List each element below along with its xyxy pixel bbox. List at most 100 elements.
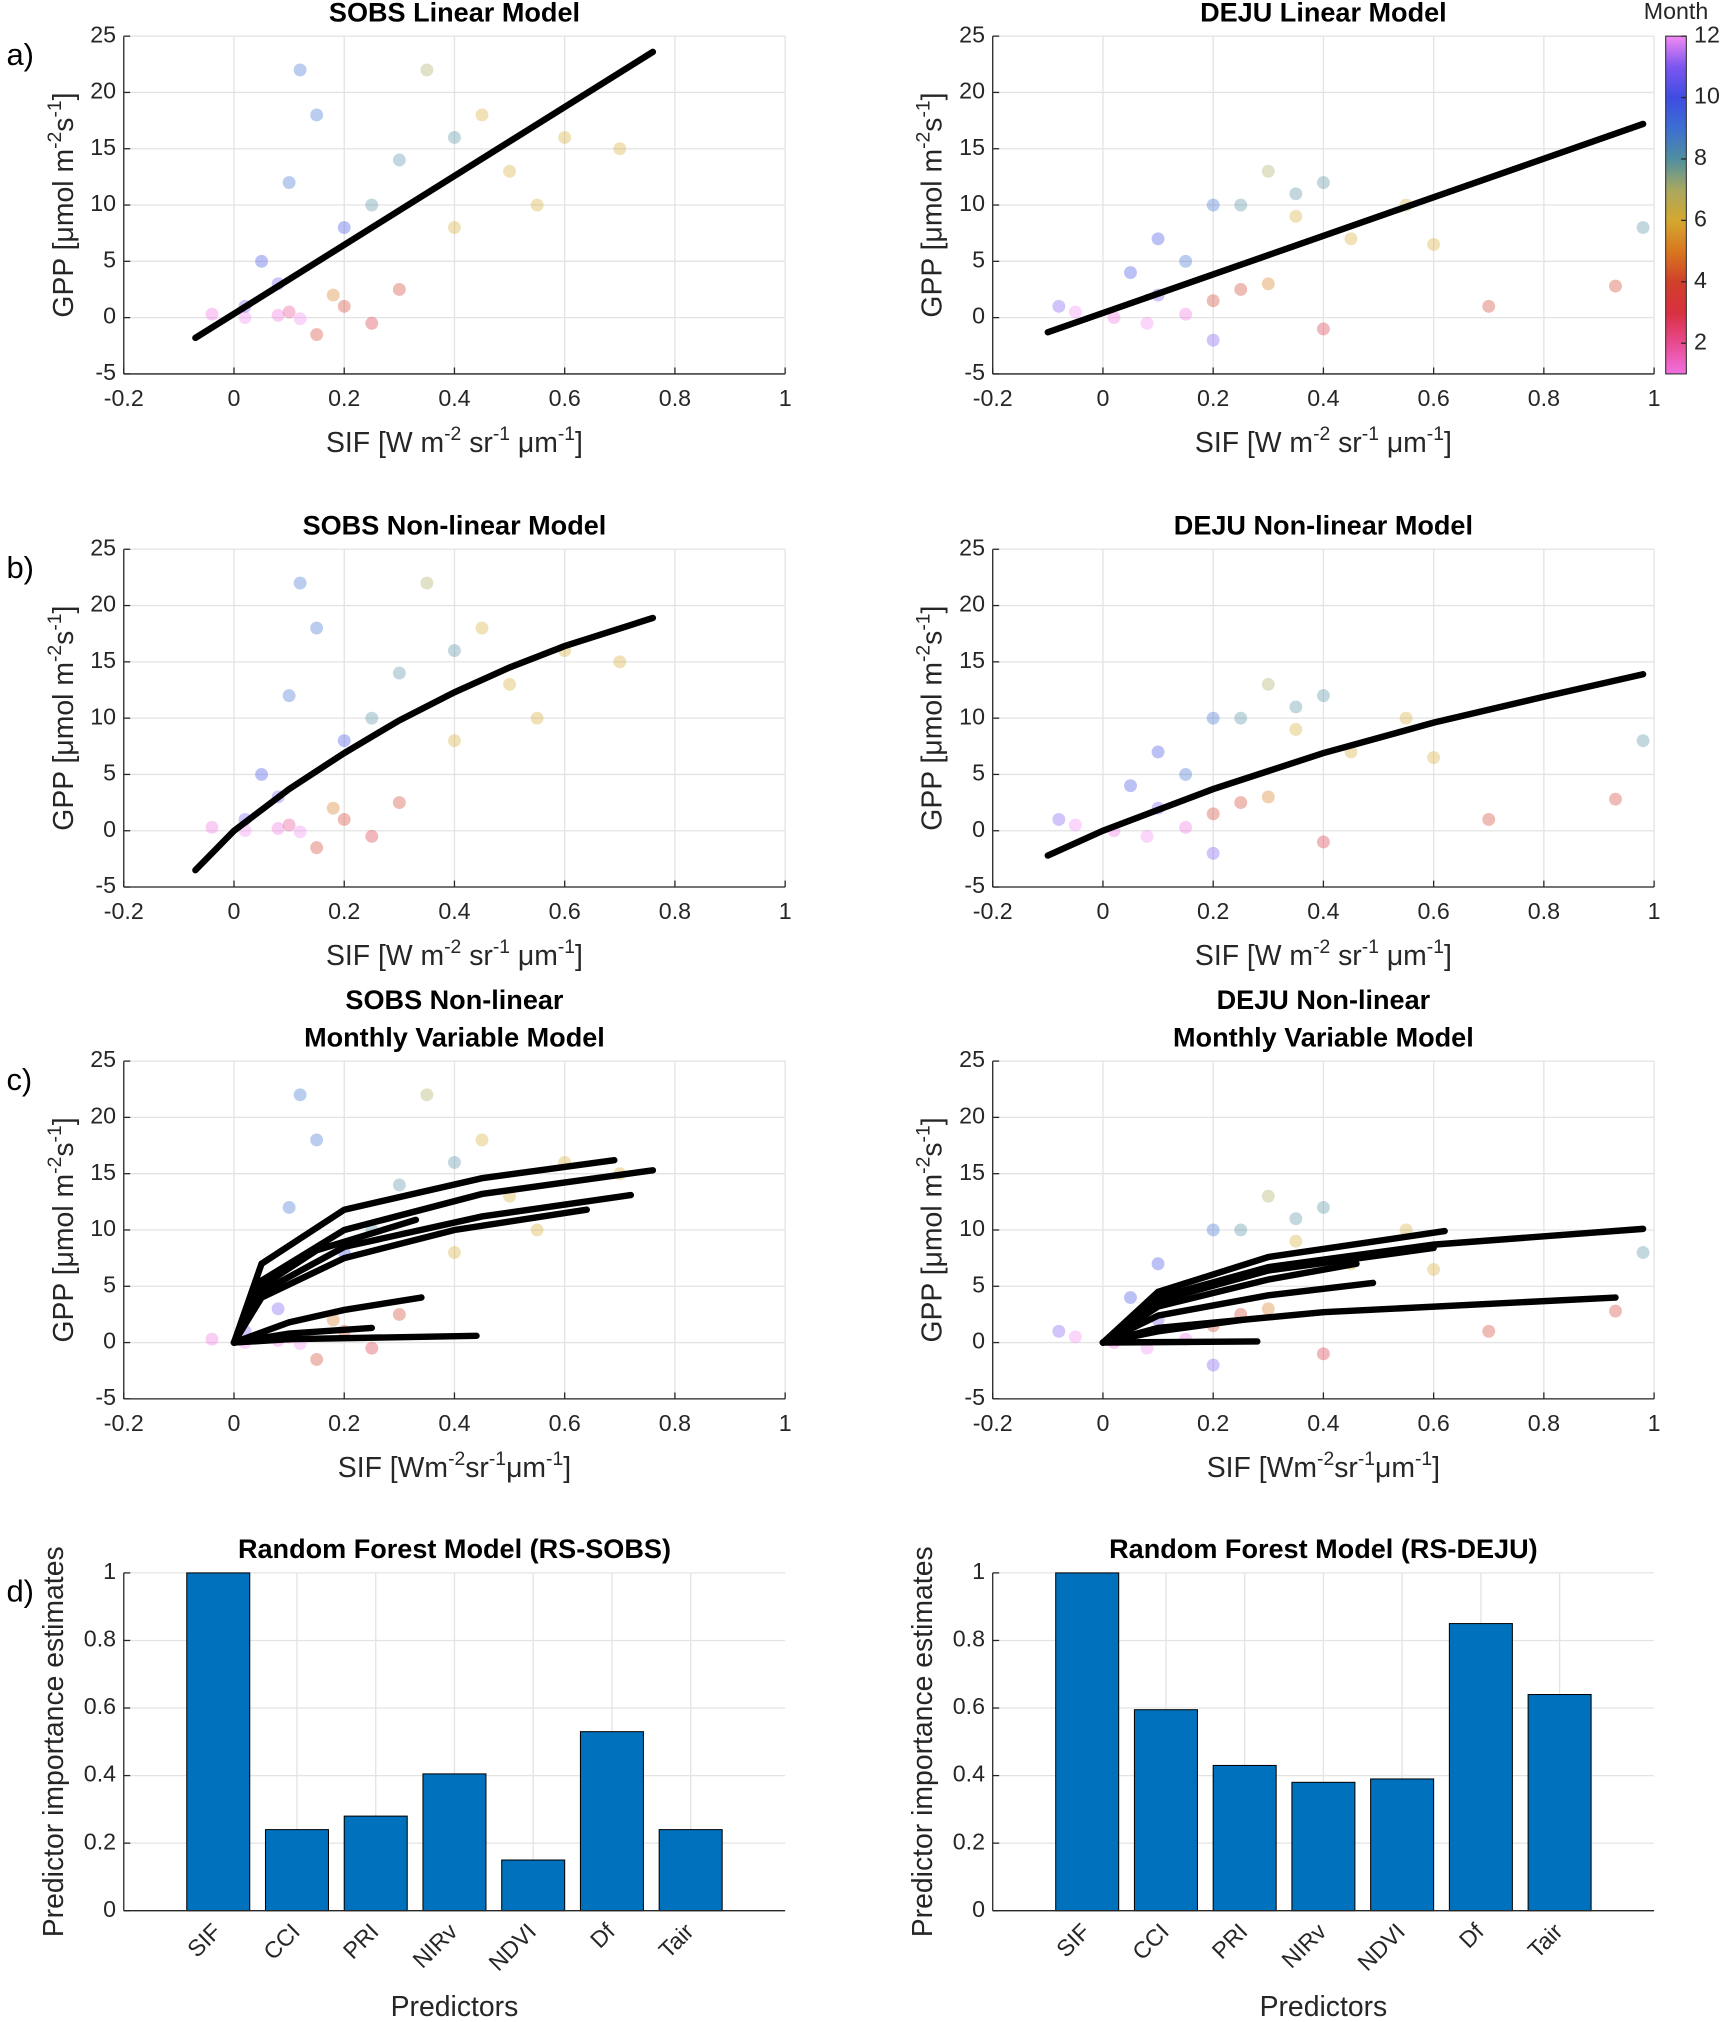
y-tick-label: -5 bbox=[95, 872, 116, 898]
y-tick-label: -5 bbox=[964, 872, 985, 898]
scatter-point bbox=[1151, 232, 1165, 246]
y-tick-label: 5 bbox=[103, 246, 116, 272]
y-tick-label: 0.6 bbox=[953, 1693, 985, 1719]
x-axis-label: SIF [Wm-2sr-1μm-1] bbox=[1207, 1448, 1440, 1484]
scatter-point bbox=[1427, 751, 1441, 765]
y-tick-label: 20 bbox=[959, 1103, 985, 1129]
scatter-point bbox=[530, 198, 544, 212]
scatter-point bbox=[1206, 198, 1220, 212]
scatter-point bbox=[310, 1353, 324, 1366]
scatter-point bbox=[1179, 307, 1193, 321]
y-tick-label: 15 bbox=[90, 647, 116, 673]
x-tick-label: Df bbox=[1454, 1918, 1489, 1953]
label-superscript: -1 bbox=[546, 1448, 563, 1469]
scatter-point bbox=[282, 818, 296, 832]
y-tick-label: 25 bbox=[90, 21, 116, 47]
label-superscript: -1 bbox=[493, 937, 510, 958]
scatter-point bbox=[420, 63, 434, 77]
label-part: μm bbox=[510, 427, 558, 459]
y-axis-label: GPP [μmol m-2s-1] bbox=[44, 1117, 80, 1342]
panel: SOBS Linear Model a) -5 0 5 10 15 20 25 -0.2 0 0.2 0… bbox=[6, 0, 791, 411]
scatter-point bbox=[1261, 1189, 1275, 1203]
label-part: μm bbox=[510, 940, 558, 972]
x-tick-label: 0.8 bbox=[659, 385, 691, 411]
scatter-point bbox=[310, 841, 324, 855]
colorbar-tick-label: 12 bbox=[1694, 21, 1720, 47]
colorbar-tick-label: 10 bbox=[1694, 83, 1720, 109]
x-tick-label: NIRv bbox=[1276, 1918, 1331, 1973]
scatter-point bbox=[1316, 322, 1330, 336]
bar bbox=[264, 1829, 329, 1912]
scatter-point bbox=[293, 825, 307, 839]
scatter-point bbox=[1179, 768, 1193, 781]
y-tick-label: 0 bbox=[972, 303, 985, 329]
scatter-point bbox=[1609, 792, 1622, 806]
label-superscript: -1 bbox=[44, 100, 65, 117]
x-tick-label: 0.8 bbox=[1528, 385, 1560, 411]
scatter-point bbox=[613, 655, 627, 669]
scatter-point bbox=[255, 254, 269, 268]
scatter-point bbox=[1234, 711, 1248, 725]
scatter-point bbox=[310, 108, 324, 122]
model-line bbox=[230, 1294, 425, 1346]
label-part: SIF [W m bbox=[1195, 940, 1313, 972]
panel: SOBS Non-linear Monthly Variable Model c) -… bbox=[6, 984, 791, 1436]
x-tick-label: NDVI bbox=[1352, 1918, 1410, 1976]
label-part: ] bbox=[48, 1117, 80, 1125]
y-axis-label: Predictor importance estimates bbox=[907, 1546, 939, 1937]
x-axis-label: SIF [W m-2 sr-1 μm-1] bbox=[1195, 937, 1452, 973]
scatter-point bbox=[1234, 1223, 1248, 1237]
x-tick-label: 0.6 bbox=[1418, 898, 1450, 924]
x-tick-label: -0.2 bbox=[973, 1410, 1013, 1436]
label-part: ] bbox=[917, 606, 949, 614]
x-tick-label: 0.2 bbox=[328, 1410, 360, 1436]
y-tick-label: 0 bbox=[972, 1328, 985, 1354]
y-tick-label: 20 bbox=[959, 591, 985, 617]
label-superscript: -1 bbox=[913, 613, 934, 630]
model-line bbox=[1099, 1227, 1448, 1346]
y-tick-label: 1 bbox=[972, 1558, 985, 1584]
x-tick-label: 0.6 bbox=[549, 385, 581, 411]
x-tick-label: 0 bbox=[228, 1410, 241, 1436]
scatter-point bbox=[503, 164, 517, 178]
label-part: GPP [μmol m bbox=[48, 149, 80, 318]
scatter-point bbox=[448, 734, 461, 748]
scatter-point bbox=[282, 176, 296, 189]
model-line bbox=[192, 48, 657, 342]
scatter-point bbox=[1289, 722, 1303, 736]
scatter-point bbox=[310, 1133, 324, 1147]
x-tick-label: Df bbox=[585, 1918, 620, 1953]
label-part: μm bbox=[1379, 427, 1427, 459]
label-superscript: -1 bbox=[913, 100, 934, 117]
label-superscript: -2 bbox=[913, 132, 934, 149]
scatter-point bbox=[326, 801, 340, 815]
label-part: SIF [W m bbox=[326, 940, 444, 972]
label-superscript: -1 bbox=[44, 613, 65, 630]
y-tick-label: 15 bbox=[959, 1159, 985, 1185]
scatter-point bbox=[205, 1332, 219, 1346]
scatter-point bbox=[1399, 711, 1413, 725]
model-line bbox=[230, 1216, 420, 1346]
scatter-point bbox=[613, 142, 627, 156]
scatter-point bbox=[392, 796, 406, 810]
bar bbox=[579, 1731, 644, 1912]
y-axis-label: GPP [μmol m-2s-1] bbox=[44, 606, 80, 831]
x-tick-label: CCI bbox=[1127, 1918, 1174, 1965]
y-tick-label: 0.6 bbox=[84, 1693, 116, 1719]
x-axis-label: SIF [Wm-2sr-1μm-1] bbox=[338, 1448, 571, 1484]
label-superscript: -2 bbox=[1313, 937, 1330, 958]
x-tick-label: 0.4 bbox=[438, 898, 470, 924]
scatter-point bbox=[1289, 1234, 1303, 1248]
scatter-point bbox=[1316, 1201, 1330, 1214]
y-tick-label: 10 bbox=[90, 703, 116, 729]
chart-title: DEJU Non-linear Model bbox=[1174, 509, 1473, 540]
label-part: s bbox=[917, 118, 949, 132]
label-superscript: -2 bbox=[1317, 1448, 1334, 1469]
scatter-point bbox=[1052, 1324, 1066, 1338]
label-part: sr bbox=[461, 427, 493, 459]
scatter-point bbox=[1068, 818, 1082, 832]
scatter-point bbox=[1107, 311, 1121, 325]
label-part: ] bbox=[1444, 427, 1452, 459]
scatter-point bbox=[1261, 164, 1275, 178]
x-axis-label: SIF [W m-2 sr-1 μm-1] bbox=[326, 423, 583, 459]
